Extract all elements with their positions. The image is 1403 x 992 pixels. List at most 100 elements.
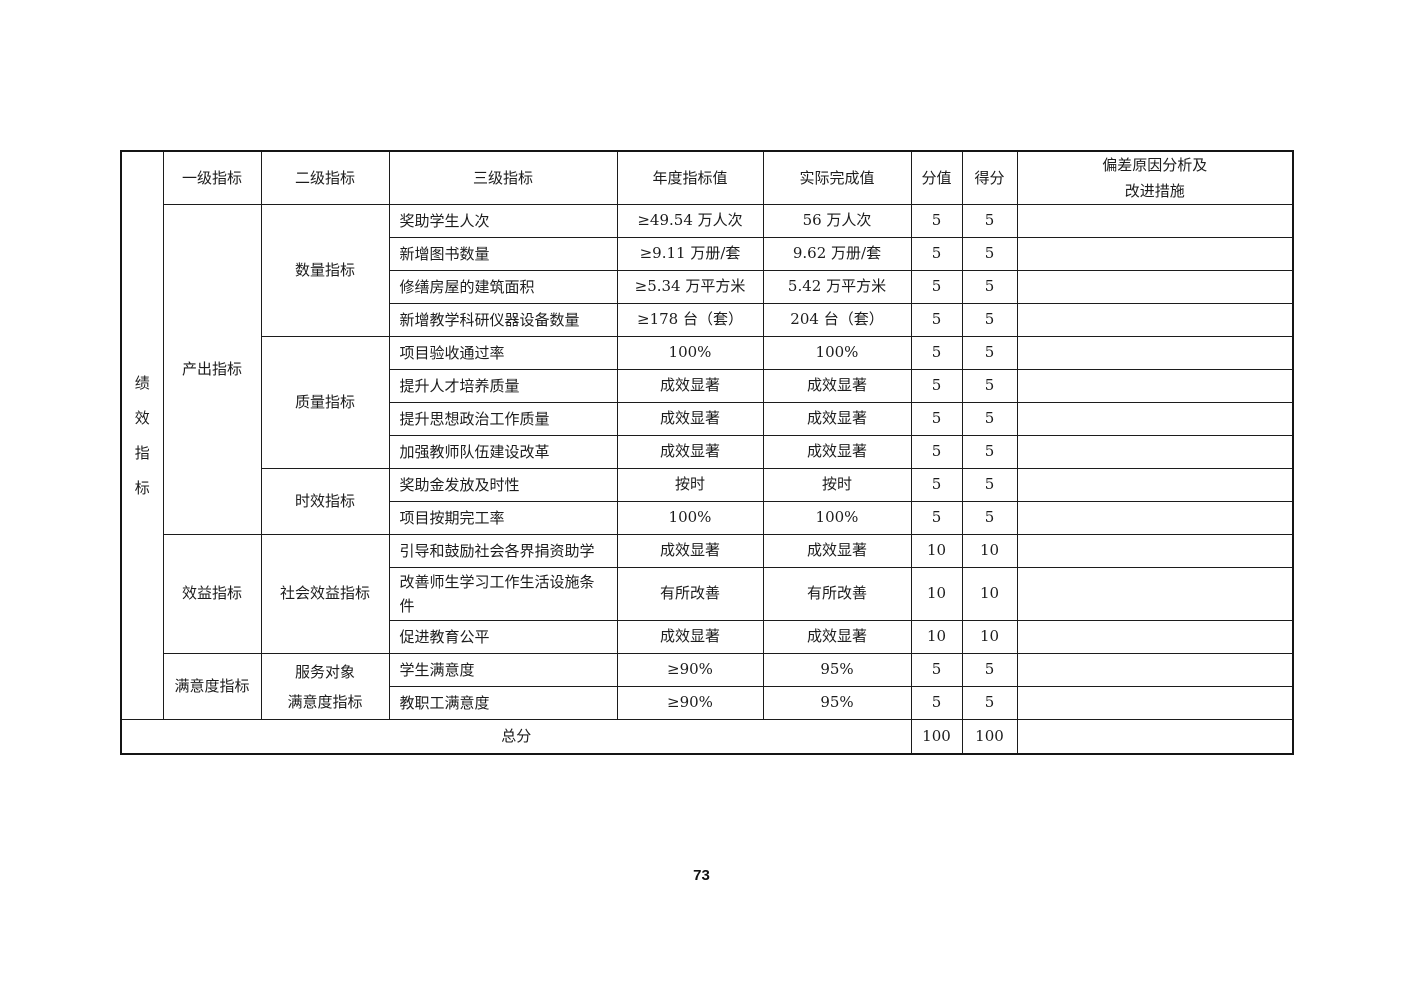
cell-indicator-name: 奖助学生人次 [388, 204, 618, 238]
cell-points: 5 [910, 653, 963, 687]
total-label-cell: 总分 [120, 719, 912, 754]
header-annual-target: 年度指标值 [616, 150, 764, 205]
table-row: 加强教师队伍建设改革 成效显著 成效显著 5 5 [121, 435, 1294, 469]
group-service-target-satisfaction: 服务对象 满意度指标 [260, 653, 390, 720]
cell-actual: 95% [762, 653, 912, 687]
cell-actual: 56 万人次 [762, 204, 912, 238]
cell-points: 10 [910, 567, 963, 621]
table-row: 质量指标 项目验收通过率 100% 100% 5 5 [121, 336, 1294, 469]
total-score-cell: 100 [961, 719, 1018, 754]
cell-score: 10 [961, 620, 1018, 654]
cell-score: 5 [961, 501, 1018, 535]
cell-indicator-name: 提升人才培养质量 [388, 369, 618, 403]
group-satisfaction-indicators: 满意度指标 [162, 653, 262, 720]
group-quantity-indicators: 数量指标 [260, 204, 390, 337]
table-row: 效益指标 社会效益指标 引导和鼓励社会各界捐资助学 成效显著 成效显著 10 1… [121, 534, 1294, 654]
cell-target: ≥9.11 万册/套 [616, 237, 764, 271]
cell-actual: 成效显著 [762, 369, 912, 403]
cell-score: 5 [961, 653, 1018, 687]
cell-target: 成效显著 [616, 620, 764, 654]
table-row: 项目按期完工率 100% 100% 5 5 [121, 501, 1294, 535]
cell-actual: 204 台（套） [762, 303, 912, 337]
cell-target: 成效显著 [616, 435, 764, 469]
cell-score: 5 [961, 369, 1018, 403]
header-deviation-line1: 偏差原因分析及 [1102, 156, 1208, 174]
cell-score: 5 [961, 204, 1018, 238]
cell-score: 5 [961, 237, 1018, 271]
cell-points: 5 [910, 468, 963, 502]
header-score: 得分 [961, 150, 1018, 205]
cell-score: 5 [961, 303, 1018, 337]
group-benefit-indicators: 效益指标 [162, 534, 262, 654]
page-number: 73 [693, 867, 710, 884]
cell-score: 10 [961, 567, 1018, 621]
header-level1-indicator: 一级指标 [162, 150, 262, 205]
cell-actual: 成效显著 [762, 435, 912, 469]
cell-indicator-name: 项目验收通过率 [388, 336, 618, 370]
cell-target: 成效显著 [616, 534, 764, 568]
cell-deviation-empty [1016, 686, 1294, 720]
cell-deviation-empty [1016, 534, 1294, 568]
header-deviation-analysis: 偏差原因分析及 改进措施 [1016, 150, 1294, 205]
cell-target: ≥90% [616, 653, 764, 687]
cell-score: 5 [961, 468, 1018, 502]
group-social-benefit-indicators: 社会效益指标 [260, 534, 390, 654]
cell-actual: 成效显著 [762, 534, 912, 568]
table-row: 满意度指标 服务对象 满意度指标 学生满意度 ≥90% 95% 5 5 [121, 653, 1294, 720]
cell-indicator-name: 学生满意度 [388, 653, 618, 687]
cell-points: 5 [910, 369, 963, 403]
cell-deviation-empty [1016, 204, 1294, 238]
cell-target: 成效显著 [616, 402, 764, 436]
vertical-label-performance-indicators: 绩效指标 [134, 373, 150, 497]
header-level2-indicator: 二级指标 [260, 150, 390, 205]
total-points-cell: 100 [910, 719, 963, 754]
cell-score: 5 [961, 686, 1018, 720]
cell-points: 5 [910, 204, 963, 238]
cell-indicator-name: 项目按期完工率 [388, 501, 618, 535]
header-actual-value: 实际完成值 [762, 150, 912, 205]
cell-actual: 5.42 万平方米 [762, 270, 912, 304]
cell-target: ≥49.54 万人次 [616, 204, 764, 238]
group-timeliness-indicators: 时效指标 [260, 468, 390, 535]
group-quality-indicators: 质量指标 [260, 336, 390, 469]
cell-points: 5 [910, 336, 963, 370]
cell-deviation-empty [1016, 435, 1294, 469]
cell-actual: 有所改善 [762, 567, 912, 621]
table-row: 产出指标 数量指标 奖助学生人次 ≥49.54 万人次 56 万人次 5 5 [121, 204, 1294, 535]
cell-actual: 成效显著 [762, 620, 912, 654]
cell-points: 5 [910, 686, 963, 720]
cell-actual: 95% [762, 686, 912, 720]
table-row: 提升思想政治工作质量 成效显著 成效显著 5 5 [121, 402, 1294, 436]
cell-target: ≥178 台（套） [616, 303, 764, 337]
cell-deviation-empty [1016, 303, 1294, 337]
table-row: 改善师生学习工作生活设施条件 有所改善 有所改善 10 10 [121, 567, 1294, 621]
cell-points: 5 [910, 402, 963, 436]
cell-deviation-empty [1016, 653, 1294, 687]
cell-indicator-name: 提升思想政治工作质量 [388, 402, 618, 436]
header-points: 分值 [910, 150, 963, 205]
cell-deviation-empty [1016, 402, 1294, 436]
cell-score: 5 [961, 336, 1018, 370]
cell-actual: 9.62 万册/套 [762, 237, 912, 271]
cell-target: 100% [616, 501, 764, 535]
cell-indicator-name: 促进教育公平 [388, 620, 618, 654]
cell-points: 10 [910, 620, 963, 654]
cell-indicator-name: 教职工满意度 [388, 686, 618, 720]
cell-deviation-empty [1016, 719, 1294, 754]
cell-target: 有所改善 [616, 567, 764, 621]
cell-points: 5 [910, 237, 963, 271]
cell-deviation-empty [1016, 468, 1294, 502]
cell-deviation-empty [1016, 336, 1294, 370]
cell-indicator-name: 引导和鼓励社会各界捐资助学 [388, 534, 618, 568]
cell-actual: 按时 [762, 468, 912, 502]
table-row: 新增图书数量 ≥9.11 万册/套 9.62 万册/套 5 5 [121, 237, 1294, 271]
cell-indicator-name: 奖助金发放及时性 [388, 468, 618, 502]
cell-target: 100% [616, 336, 764, 370]
table-header-row: 绩效指标 一级指标 二级指标 三级指标 年度指标值 实际完成值 分值 得分 偏差… [120, 150, 1294, 720]
table-row: 时效指标 奖助金发放及时性 按时 按时 5 5 [121, 468, 1294, 535]
row-group-label-cell: 绩效指标 [120, 150, 164, 720]
cell-indicator-name: 新增图书数量 [388, 237, 618, 271]
cell-deviation-empty [1016, 270, 1294, 304]
table-row: 促进教育公平 成效显著 成效显著 10 10 [121, 620, 1294, 654]
cell-actual: 成效显著 [762, 402, 912, 436]
